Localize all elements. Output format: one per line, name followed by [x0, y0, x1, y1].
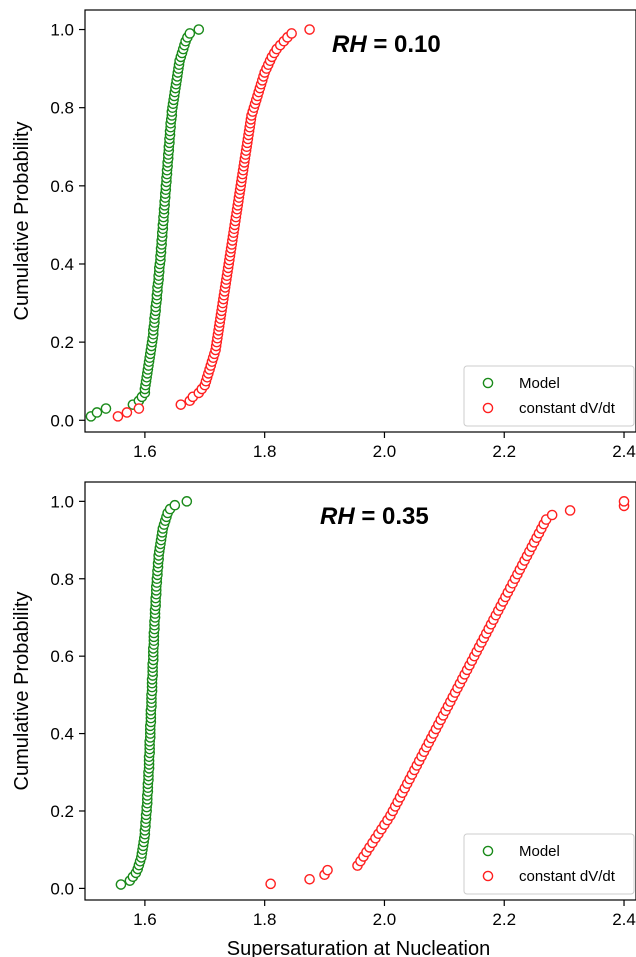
- legend-marker-model: [482, 845, 494, 857]
- x-tick-label: 1.8: [253, 442, 277, 461]
- y-tick-label: 0.2: [50, 802, 74, 821]
- y-tick-label: 0.8: [50, 570, 74, 589]
- constant-dvdt-point: [304, 24, 315, 35]
- rh-annotation: RH = 0.10: [332, 31, 441, 58]
- model-point: [193, 24, 205, 35]
- constant-dvdt-point: [265, 878, 276, 890]
- constant-dvdt-point: [618, 496, 630, 507]
- model-point: [100, 403, 112, 414]
- legend-label: constant dV/dt: [519, 868, 616, 885]
- chart-panel-top: 1.6 1.8 2.0 2.2 2.4 0.0 0.2 0.4 0.6 0.8 1.0 Cumulat…: [11, 9, 636, 461]
- constant-dvdt-point: [121, 407, 133, 418]
- legend: Model constant dV/dt: [463, 365, 635, 427]
- legend-box: [463, 365, 635, 427]
- y-tick-label: 0.8: [50, 99, 74, 118]
- y-tick-label: 1.0: [50, 21, 74, 40]
- rh-annotation-symbol: RH: [320, 503, 355, 530]
- constant-dvdt-point: [175, 399, 187, 410]
- legend-marker-constant-dvdt: [482, 402, 494, 414]
- y-tick-label: 0.6: [50, 177, 74, 196]
- y-axis-label: Cumulative Probability: [11, 592, 33, 791]
- chart-panel-bottom: 1.6 1.8 2.0 2.2 2.4 0.0 0.2 0.4 0.6 0.8 1.0 Cumulat…: [11, 481, 636, 957]
- x-axis-label: Supersaturation at Nucleation: [227, 938, 491, 957]
- rh-annotation-value: = 0.35: [355, 503, 429, 530]
- x-tick-label: 2.0: [373, 910, 397, 929]
- plot-frame: [84, 9, 636, 433]
- rh-annotation-value: = 0.10: [367, 31, 441, 58]
- legend-label: Model: [519, 843, 560, 860]
- legend-marker-model: [482, 377, 494, 389]
- rh-annotation-symbol: RH: [332, 31, 367, 58]
- y-tick-label: 0.4: [50, 725, 74, 744]
- constant-dvdt-point: [133, 403, 145, 414]
- model-point: [115, 879, 127, 890]
- y-tick-label: 0.2: [50, 333, 74, 352]
- legend-box: [463, 833, 635, 895]
- x-tick-label: 2.4: [612, 910, 636, 929]
- model-point: [169, 499, 181, 511]
- x-tick-label: 2.2: [492, 910, 516, 929]
- x-tick-label: 2.0: [373, 442, 397, 461]
- y-tick-label: 0.0: [50, 411, 74, 430]
- constant-dvdt-point: [322, 864, 333, 876]
- y-tick-label: 0.6: [50, 647, 74, 666]
- x-tick-label: 1.8: [253, 910, 277, 929]
- constant-dvdt-point: [304, 873, 315, 885]
- constant-dvdt-point: [286, 28, 297, 39]
- x-tick-label: 2.2: [492, 442, 516, 461]
- legend: Model constant dV/dt: [463, 833, 635, 895]
- plot-frame: [84, 481, 636, 901]
- x-tick-label: 1.6: [133, 910, 157, 929]
- legend-label: Model: [519, 375, 560, 392]
- model-point: [91, 407, 103, 418]
- rh-annotation: RH = 0.35: [320, 503, 429, 530]
- y-tick-label: 0.4: [50, 255, 74, 274]
- y-axis-label: Cumulative Probability: [11, 122, 33, 321]
- y-tick-label: 0.0: [50, 879, 74, 898]
- legend-label: constant dV/dt: [519, 400, 616, 417]
- constant-dvdt-point: [564, 505, 576, 516]
- constant-dvdt-point: [112, 411, 124, 422]
- legend-marker-constant-dvdt: [482, 870, 494, 882]
- constant-dvdt-point: [546, 509, 558, 521]
- x-tick-label: 2.4: [612, 442, 636, 461]
- y-tick-label: 1.0: [50, 492, 74, 511]
- model-point: [184, 28, 196, 39]
- x-tick-label: 1.6: [133, 442, 157, 461]
- model-point: [181, 496, 193, 507]
